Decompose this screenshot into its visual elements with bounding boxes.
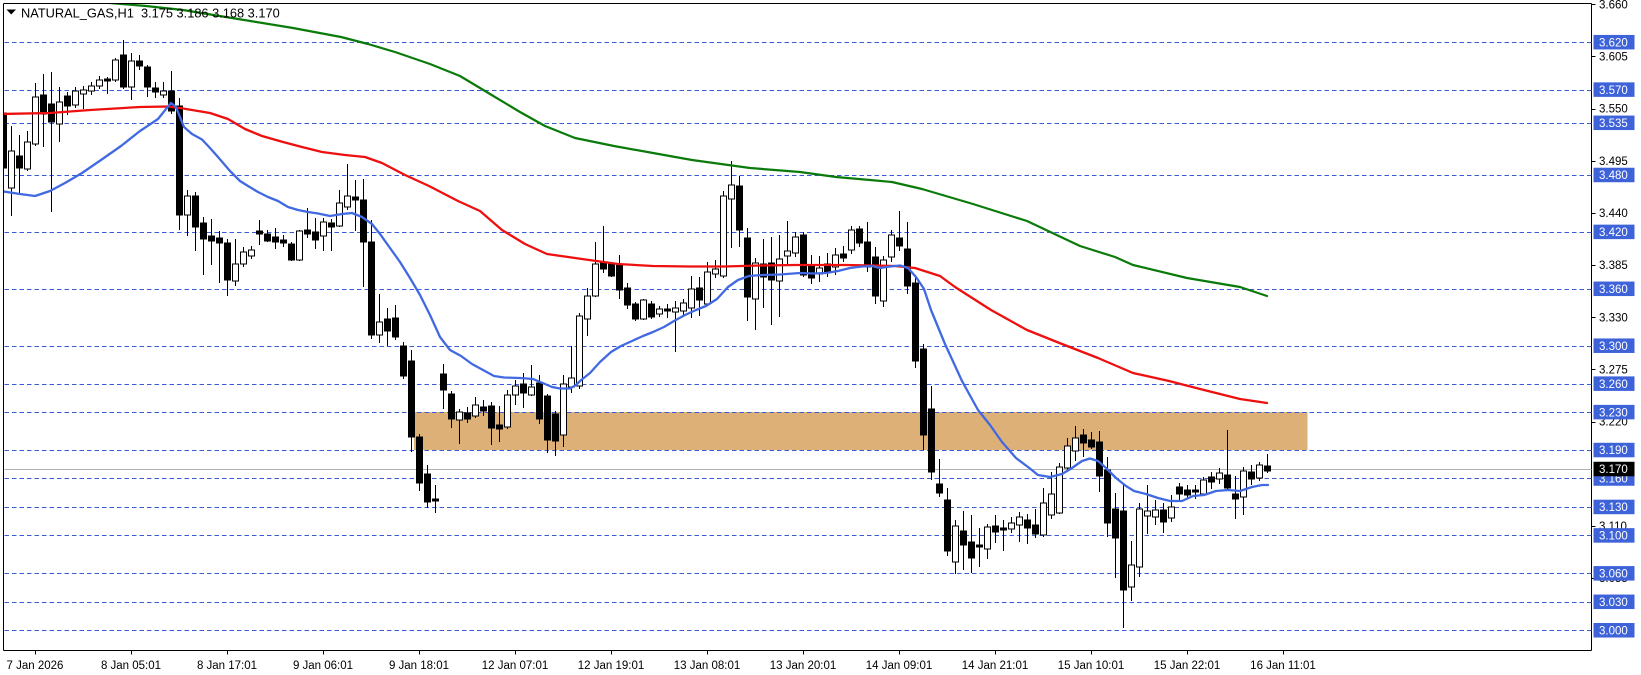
- svg-text:8 Jan 17:01: 8 Jan 17:01: [197, 660, 257, 672]
- svg-text:3.275: 3.275: [1599, 365, 1628, 377]
- svg-text:3.570: 3.570: [1599, 85, 1628, 97]
- svg-text:3.000: 3.000: [1599, 625, 1628, 637]
- svg-text:13 Jan 08:01: 13 Jan 08:01: [674, 660, 741, 672]
- svg-text:3.480: 3.480: [1599, 170, 1628, 182]
- svg-text:8 Jan 05:01: 8 Jan 05:01: [101, 660, 161, 672]
- svg-text:12 Jan 07:01: 12 Jan 07:01: [482, 660, 549, 672]
- svg-text:3.300: 3.300: [1599, 341, 1628, 353]
- svg-text:3.535: 3.535: [1599, 118, 1628, 130]
- svg-text:3.385: 3.385: [1599, 260, 1628, 272]
- svg-text:3.060: 3.060: [1599, 569, 1628, 581]
- svg-text:14 Jan 21:01: 14 Jan 21:01: [962, 660, 1029, 672]
- svg-text:NATURAL_GAS,H1 3.175 3.186 3.: NATURAL_GAS,H1 3.175 3.186 3.168 3.170: [21, 6, 280, 21]
- svg-text:3.130: 3.130: [1599, 502, 1628, 514]
- svg-text:9 Jan 18:01: 9 Jan 18:01: [389, 660, 449, 672]
- svg-text:3.660: 3.660: [1599, 0, 1628, 11]
- svg-text:3.420: 3.420: [1599, 227, 1628, 239]
- svg-text:9 Jan 06:01: 9 Jan 06:01: [293, 660, 353, 672]
- svg-text:3.605: 3.605: [1599, 52, 1628, 64]
- svg-text:3.260: 3.260: [1599, 379, 1628, 391]
- svg-text:3.620: 3.620: [1599, 37, 1628, 49]
- svg-text:12 Jan 19:01: 12 Jan 19:01: [578, 660, 645, 672]
- svg-text:3.190: 3.190: [1599, 445, 1628, 457]
- svg-text:3.330: 3.330: [1599, 312, 1628, 324]
- svg-text:14 Jan 09:01: 14 Jan 09:01: [866, 660, 933, 672]
- svg-text:3.100: 3.100: [1599, 531, 1628, 543]
- svg-text:3.495: 3.495: [1599, 156, 1628, 168]
- svg-text:3.550: 3.550: [1599, 104, 1628, 116]
- svg-text:3.170: 3.170: [1599, 464, 1628, 476]
- svg-text:3.440: 3.440: [1599, 208, 1628, 220]
- svg-text:7 Jan 2026: 7 Jan 2026: [7, 660, 64, 672]
- svg-text:3.360: 3.360: [1599, 284, 1628, 296]
- svg-text:3.160: 3.160: [1599, 474, 1628, 486]
- svg-text:15 Jan 10:01: 15 Jan 10:01: [1058, 660, 1125, 672]
- svg-text:3.230: 3.230: [1599, 407, 1628, 419]
- svg-text:3.220: 3.220: [1599, 417, 1628, 429]
- svg-text:13 Jan 20:01: 13 Jan 20:01: [770, 660, 837, 672]
- svg-text:15 Jan 22:01: 15 Jan 22:01: [1154, 660, 1221, 672]
- svg-text:3.030: 3.030: [1599, 597, 1628, 609]
- svg-text:16 Jan 11:01: 16 Jan 11:01: [1250, 660, 1316, 672]
